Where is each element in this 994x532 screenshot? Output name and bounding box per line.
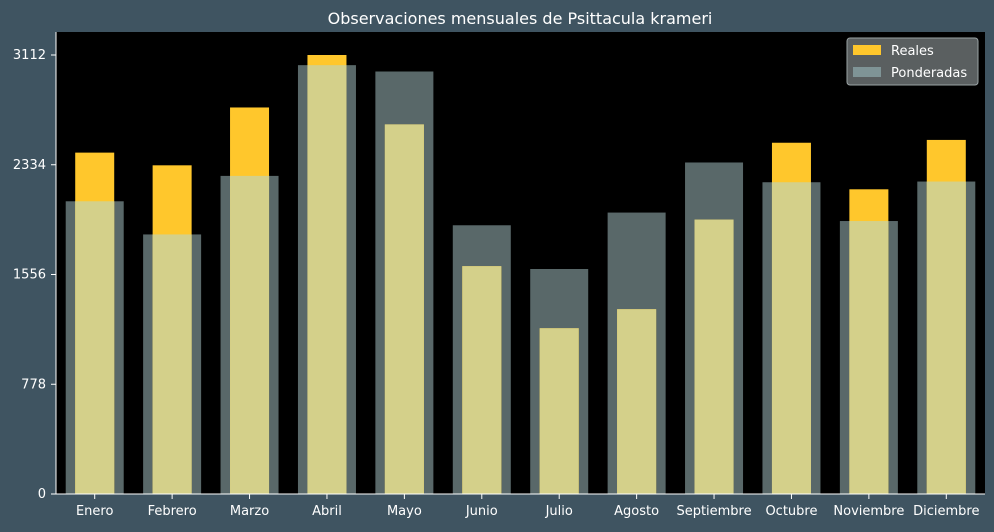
x-tick-label: Mayo [387,504,422,519]
bar-overlap [230,175,270,494]
legend-swatch-reales [853,45,881,55]
x-tick-label: Abril [312,504,342,519]
bar-overlap [152,234,192,494]
x-tick-label: Noviembre [833,504,904,519]
legend-swatch-ponderadas [853,67,881,77]
bar-overlap [849,221,889,494]
bar-overlap [771,182,811,494]
y-tick-label: 0 [38,487,46,502]
x-tick-label: Febrero [148,504,197,519]
plot-area [56,32,985,494]
y-axis: 0 778 1556 2334 3112 [13,32,57,502]
bar-overlap [384,124,424,495]
x-tick-label: Agosto [614,504,659,519]
bar-overlap [694,219,734,494]
y-tick-label: 778 [21,377,46,392]
y-tick-label: 2334 [13,158,46,173]
legend: Reales Ponderadas [846,37,979,86]
x-tick-label: Octubre [765,504,817,519]
bar-overlap [307,65,347,495]
bar-overlap [926,181,966,494]
overlap-bars [75,65,966,495]
legend-label-ponderadas: Ponderadas [891,66,967,81]
x-tick-label: Enero [76,504,114,519]
bar-overlap [539,328,579,494]
x-tick-label: Marzo [230,504,269,519]
chart-title: Observaciones mensuales de Psittacula kr… [328,9,713,28]
bar-overlap [75,201,115,494]
bar-overlap [462,266,502,494]
legend-label-reales: Reales [891,44,934,59]
y-tick-label: 3112 [13,48,46,63]
y-tick-label: 1556 [13,268,46,283]
x-tick-label: Junio [465,504,498,519]
x-tick-label: Julio [545,504,573,519]
x-tick-label: Diciembre [913,504,979,519]
bar-overlap [617,309,657,494]
x-axis: Enero Febrero Marzo Abril Mayo Junio Julio Agos… [56,493,985,519]
x-tick-label: Septiembre [676,504,751,519]
